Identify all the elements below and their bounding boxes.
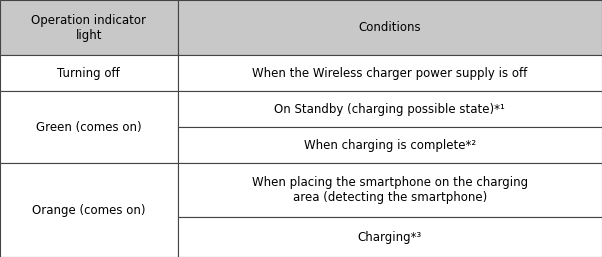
Text: Conditions: Conditions bbox=[358, 21, 421, 34]
Bar bbox=[178, 91, 602, 127]
Text: When the Wireless charger power supply is off: When the Wireless charger power supply i… bbox=[252, 67, 527, 80]
Bar bbox=[178, 0, 602, 55]
Bar bbox=[0, 0, 178, 55]
Bar bbox=[0, 163, 178, 257]
Bar bbox=[178, 127, 602, 163]
Text: Operation indicator
light: Operation indicator light bbox=[31, 14, 146, 42]
Text: Charging*³: Charging*³ bbox=[358, 231, 422, 244]
Text: When placing the smartphone on the charging
area (detecting the smartphone): When placing the smartphone on the charg… bbox=[252, 176, 528, 204]
Bar bbox=[178, 55, 602, 91]
Text: When charging is complete*²: When charging is complete*² bbox=[304, 139, 476, 152]
Bar bbox=[0, 91, 178, 163]
Text: Turning off: Turning off bbox=[57, 67, 120, 80]
Text: On Standby (charging possible state)*¹: On Standby (charging possible state)*¹ bbox=[275, 103, 505, 116]
Bar bbox=[0, 55, 178, 91]
Bar bbox=[178, 217, 602, 257]
Text: Green (comes on): Green (comes on) bbox=[36, 121, 141, 134]
Text: Orange (comes on): Orange (comes on) bbox=[32, 204, 146, 217]
Bar bbox=[178, 163, 602, 217]
